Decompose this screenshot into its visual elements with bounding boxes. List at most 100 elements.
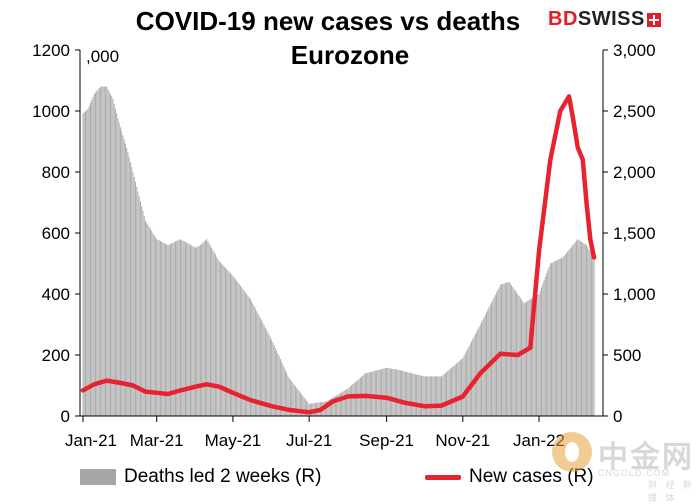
deaths-bar bbox=[582, 242, 584, 416]
deaths-bar bbox=[492, 299, 494, 416]
deaths-bar bbox=[581, 241, 582, 416]
deaths-bar bbox=[547, 270, 549, 416]
deaths-bar bbox=[529, 299, 531, 416]
deaths-bar bbox=[100, 86, 101, 416]
logo-swiss-text: SWISS bbox=[577, 8, 645, 30]
deaths-bar bbox=[419, 375, 421, 416]
deaths-bar bbox=[229, 273, 231, 416]
deaths-bar bbox=[238, 283, 240, 416]
watermark-site: CNGOLD.COM bbox=[598, 468, 671, 478]
legend-line-swatch bbox=[425, 474, 461, 480]
watermark: 中金网 CNGOLD.COM 财 经 新 媒 体 bbox=[548, 428, 700, 503]
deaths-bar bbox=[566, 252, 567, 416]
deaths-bar bbox=[579, 240, 581, 416]
deaths-bar bbox=[142, 211, 144, 416]
deaths-bar bbox=[307, 402, 309, 416]
deaths-bar bbox=[377, 370, 379, 416]
deaths-bar bbox=[291, 381, 293, 416]
deaths-bar bbox=[558, 259, 560, 416]
deaths-bar bbox=[145, 220, 146, 416]
deaths-bar bbox=[91, 99, 93, 416]
deaths-bar bbox=[373, 371, 375, 416]
deaths-bar bbox=[532, 297, 534, 416]
deaths-bar bbox=[303, 397, 305, 416]
left-tick-label: 1000 bbox=[32, 102, 70, 121]
x-tick-label: Jul-21 bbox=[286, 431, 332, 450]
deaths-bar bbox=[239, 285, 241, 416]
deaths-bar bbox=[96, 90, 98, 417]
deaths-bar bbox=[544, 277, 546, 416]
deaths-bar bbox=[432, 376, 434, 416]
deaths-bar bbox=[183, 241, 185, 416]
deaths-bar bbox=[293, 384, 295, 416]
deaths-bar bbox=[511, 285, 512, 416]
deaths-bar bbox=[158, 240, 160, 416]
deaths-bar bbox=[161, 241, 163, 416]
deaths-bar bbox=[248, 297, 250, 416]
deaths-bar bbox=[382, 368, 384, 416]
deaths-bar bbox=[424, 376, 426, 416]
deaths-bar bbox=[453, 365, 455, 416]
deaths-bar bbox=[181, 239, 183, 416]
deaths-bar bbox=[112, 98, 114, 417]
deaths-bar bbox=[148, 226, 150, 416]
deaths-bar bbox=[552, 262, 554, 416]
deaths-bar bbox=[399, 370, 401, 416]
deaths-bar bbox=[388, 368, 390, 416]
deaths-bar bbox=[237, 282, 239, 416]
deaths-bar bbox=[304, 399, 306, 416]
deaths-bar bbox=[572, 245, 574, 416]
deaths-bar bbox=[166, 244, 168, 416]
deaths-bar bbox=[577, 239, 579, 416]
deaths-bar bbox=[556, 260, 557, 416]
deaths-bar bbox=[542, 283, 544, 416]
deaths-bar bbox=[102, 86, 104, 416]
deaths-bar bbox=[541, 287, 542, 416]
deaths-bar bbox=[528, 300, 530, 416]
deaths-bar bbox=[398, 369, 400, 416]
deaths-bar bbox=[125, 143, 126, 416]
deaths-bar bbox=[299, 392, 301, 416]
deaths-bar bbox=[438, 376, 440, 416]
deaths-bar bbox=[95, 92, 96, 417]
deaths-bar bbox=[339, 393, 341, 416]
deaths-bar bbox=[449, 368, 451, 416]
deaths-bar bbox=[351, 385, 353, 416]
deaths-bar bbox=[519, 297, 521, 416]
deaths-bar bbox=[413, 373, 415, 416]
deaths-bar bbox=[115, 108, 116, 416]
deaths-bar bbox=[561, 258, 562, 416]
deaths-bar bbox=[504, 283, 506, 416]
deaths-bar bbox=[187, 243, 189, 416]
deaths-bar bbox=[197, 246, 199, 416]
deaths-bar bbox=[583, 243, 585, 416]
deaths-bar bbox=[122, 135, 124, 416]
deaths-bar bbox=[409, 372, 411, 416]
deaths-bar bbox=[563, 255, 565, 417]
deaths-bar bbox=[332, 397, 334, 416]
deaths-bar bbox=[356, 380, 358, 416]
x-tick-label: Sep-21 bbox=[359, 431, 414, 450]
deaths-bar bbox=[501, 284, 502, 416]
deaths-bar bbox=[206, 239, 208, 416]
deaths-bar bbox=[397, 369, 399, 416]
deaths-bar bbox=[454, 364, 456, 416]
deaths-bar bbox=[387, 368, 389, 416]
deaths-bar bbox=[214, 254, 216, 416]
deaths-bar bbox=[279, 358, 281, 416]
deaths-bar bbox=[246, 293, 248, 416]
deaths-bar bbox=[98, 88, 100, 416]
deaths-bar bbox=[571, 246, 572, 416]
deaths-bar bbox=[341, 392, 343, 416]
deaths-bar bbox=[146, 222, 148, 416]
deaths-bar bbox=[276, 350, 278, 416]
deaths-bar bbox=[342, 391, 344, 416]
x-tick-label: Jan-21 bbox=[65, 431, 117, 450]
deaths-bar bbox=[331, 398, 333, 416]
deaths-bar bbox=[243, 290, 245, 416]
deaths-bar bbox=[369, 372, 371, 416]
deaths-bar bbox=[208, 243, 210, 416]
deaths-bar bbox=[199, 245, 201, 416]
deaths-bar bbox=[476, 331, 478, 416]
